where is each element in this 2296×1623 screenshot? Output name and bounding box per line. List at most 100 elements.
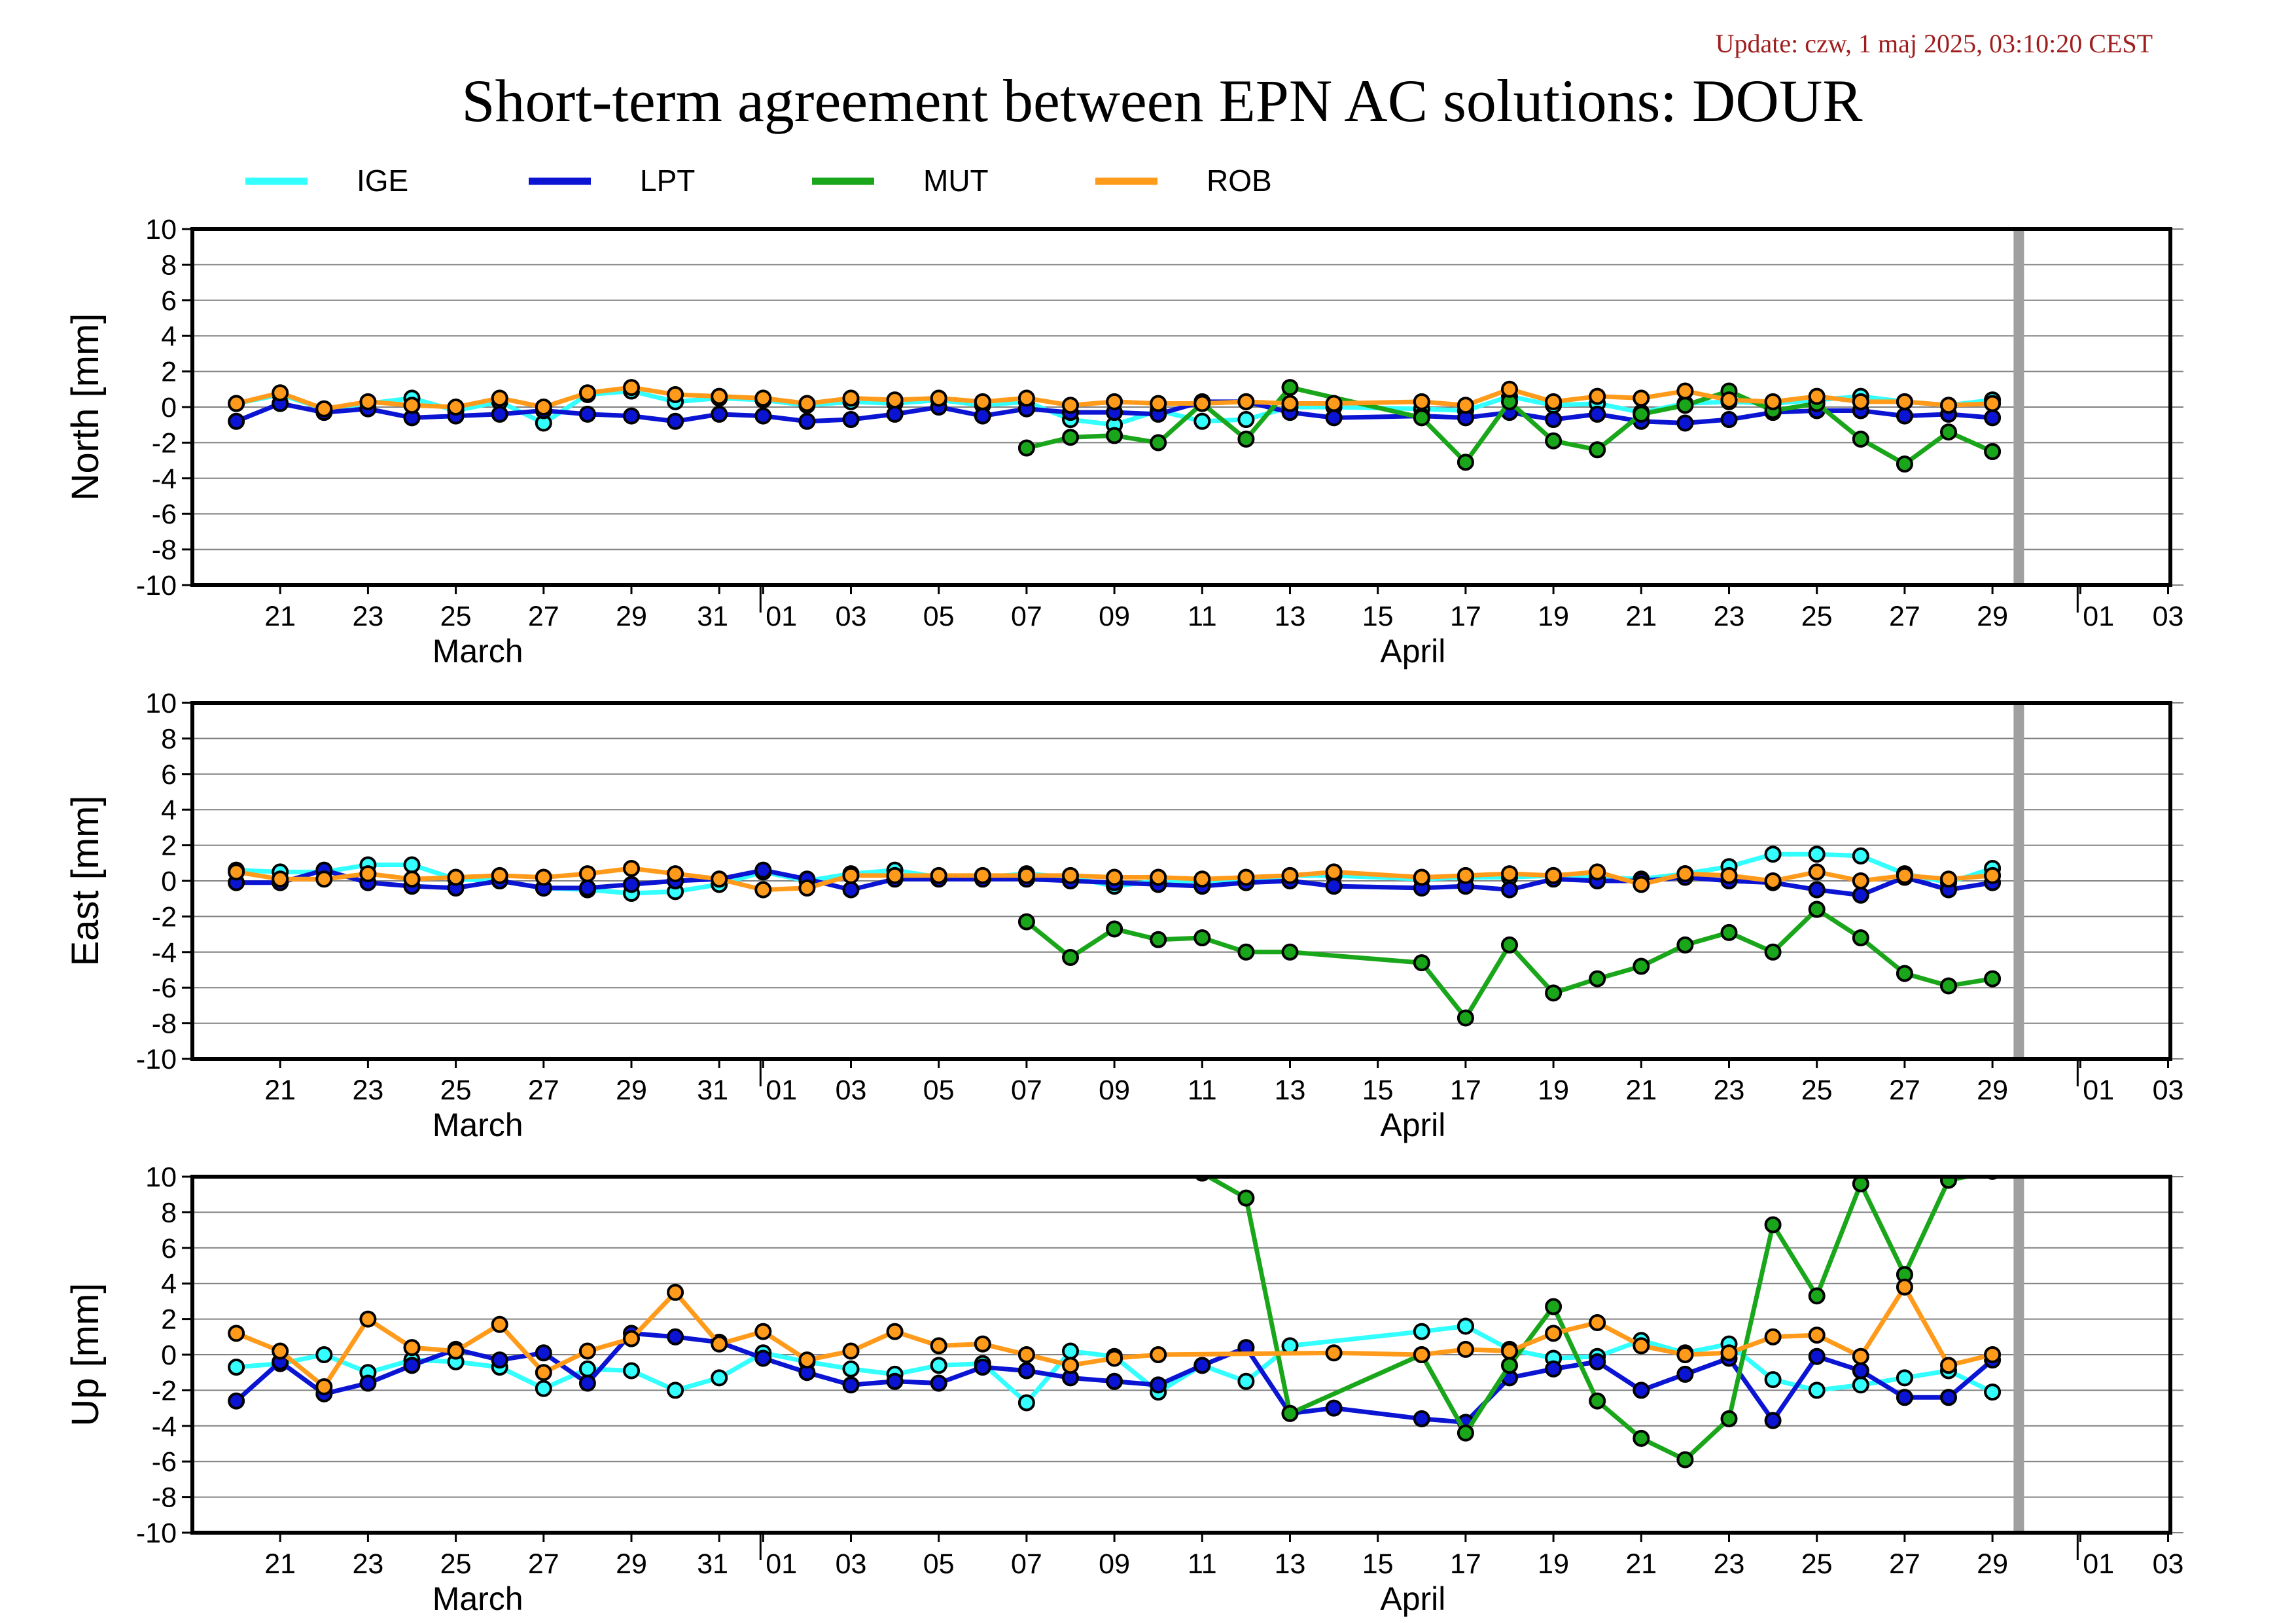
data-point xyxy=(886,1372,904,1390)
update-timestamp: Update: czw, 1 maj 2025, 03:10:20 CEST xyxy=(1716,29,2153,58)
data-point xyxy=(1896,455,1913,473)
data-point xyxy=(1896,393,1913,410)
plot-area xyxy=(228,379,2002,473)
data-point xyxy=(1325,1399,1343,1417)
data-point xyxy=(754,861,772,879)
data-point xyxy=(1720,866,1738,884)
x-tick-label: 01 xyxy=(2083,601,2114,632)
series-line xyxy=(236,866,1993,893)
data-point xyxy=(228,863,245,881)
x-tick-label: 27 xyxy=(528,1075,559,1106)
x-tick-label: 15 xyxy=(1362,601,1394,632)
x-tick-label: 23 xyxy=(1714,1075,1745,1106)
data-point xyxy=(842,1342,860,1360)
x-tick-label: 25 xyxy=(1801,1075,1833,1106)
data-point xyxy=(623,859,640,877)
data-point xyxy=(1193,412,1211,430)
plot-area xyxy=(228,1177,2002,1469)
data-point xyxy=(842,1360,860,1378)
data-point xyxy=(1457,1317,1474,1335)
data-point xyxy=(974,1359,991,1376)
y-tick-label: -6 xyxy=(152,499,177,530)
x-tick-label: 03 xyxy=(836,601,867,632)
data-point xyxy=(1940,1177,1957,1189)
data-point xyxy=(1633,957,1650,975)
y-tick-label: 10 xyxy=(145,214,177,245)
month-label: March xyxy=(433,633,523,669)
y-tick-label: 4 xyxy=(161,794,177,826)
data-point xyxy=(1764,943,1782,961)
data-point xyxy=(1676,865,1694,883)
data-point xyxy=(403,1339,421,1357)
data-point xyxy=(1852,1347,1869,1365)
month-label: April xyxy=(1380,1580,1445,1617)
data-point xyxy=(228,412,245,430)
x-tick-label: 27 xyxy=(528,1548,559,1580)
data-point xyxy=(1676,414,1694,432)
data-point xyxy=(535,399,552,416)
data-point xyxy=(1106,427,1123,444)
data-point xyxy=(359,865,377,883)
data-point xyxy=(1720,391,1738,409)
data-point xyxy=(623,1362,640,1380)
series-rob xyxy=(228,1278,2002,1395)
data-point xyxy=(1457,454,1474,471)
data-point xyxy=(886,405,904,423)
data-point xyxy=(1808,846,1826,863)
data-point xyxy=(1106,868,1123,886)
x-tick-label: 09 xyxy=(1099,1548,1130,1580)
data-point xyxy=(1150,434,1167,452)
data-point xyxy=(315,870,333,888)
legend-item-lpt: LPT xyxy=(529,164,695,198)
y-tick-label: 8 xyxy=(161,249,177,281)
data-point xyxy=(623,379,640,397)
data-point xyxy=(1413,1346,1430,1363)
data-point xyxy=(1633,389,1650,407)
data-point xyxy=(1150,395,1167,412)
data-point xyxy=(1589,970,1606,988)
x-tick-label: 29 xyxy=(1977,1075,2008,1106)
data-point xyxy=(1896,965,1913,982)
data-point xyxy=(754,881,772,899)
data-point xyxy=(1589,1314,1606,1332)
y-tick-label: -4 xyxy=(152,463,177,495)
x-tick-label: 25 xyxy=(440,601,472,632)
data-point xyxy=(1984,443,2002,460)
y-tick-label: 8 xyxy=(161,723,177,755)
data-point xyxy=(1193,395,1211,412)
data-point xyxy=(842,1376,860,1394)
data-point xyxy=(578,1360,596,1378)
y-tick-label: -10 xyxy=(136,1518,177,1549)
data-point xyxy=(1720,923,1738,941)
x-tick-label: 07 xyxy=(1011,601,1042,632)
data-point xyxy=(1852,1177,1869,1192)
data-point xyxy=(623,1330,640,1347)
y-tick-label: -2 xyxy=(152,427,177,459)
x-tick-label: 23 xyxy=(352,1548,383,1580)
y-tick-label: 0 xyxy=(161,866,177,897)
data-point xyxy=(1413,1410,1430,1427)
data-point xyxy=(623,407,640,425)
data-point xyxy=(1808,1382,1826,1399)
x-tick-label: 25 xyxy=(1801,601,1833,632)
data-point xyxy=(1193,870,1211,888)
x-tick-label: 25 xyxy=(440,1548,472,1580)
x-tick-label: 01 xyxy=(2083,1075,2114,1106)
data-point xyxy=(1237,1372,1255,1390)
data-point xyxy=(1589,1392,1606,1410)
data-point xyxy=(930,1357,947,1374)
x-tick-label: 21 xyxy=(264,601,296,632)
data-point xyxy=(403,397,421,414)
data-point xyxy=(447,1342,465,1360)
data-point xyxy=(1720,1410,1738,1427)
x-tick-label: 07 xyxy=(1011,1075,1042,1106)
data-point xyxy=(1150,868,1167,886)
y-axis-label: North [mm] xyxy=(64,313,107,501)
panel-frame xyxy=(190,227,2172,587)
y-tick-label: -2 xyxy=(152,901,177,933)
data-point xyxy=(1633,405,1650,423)
data-point xyxy=(1457,1009,1474,1027)
data-point xyxy=(1676,936,1694,954)
data-point xyxy=(1984,970,2002,988)
y-tick-label: 8 xyxy=(161,1197,177,1228)
